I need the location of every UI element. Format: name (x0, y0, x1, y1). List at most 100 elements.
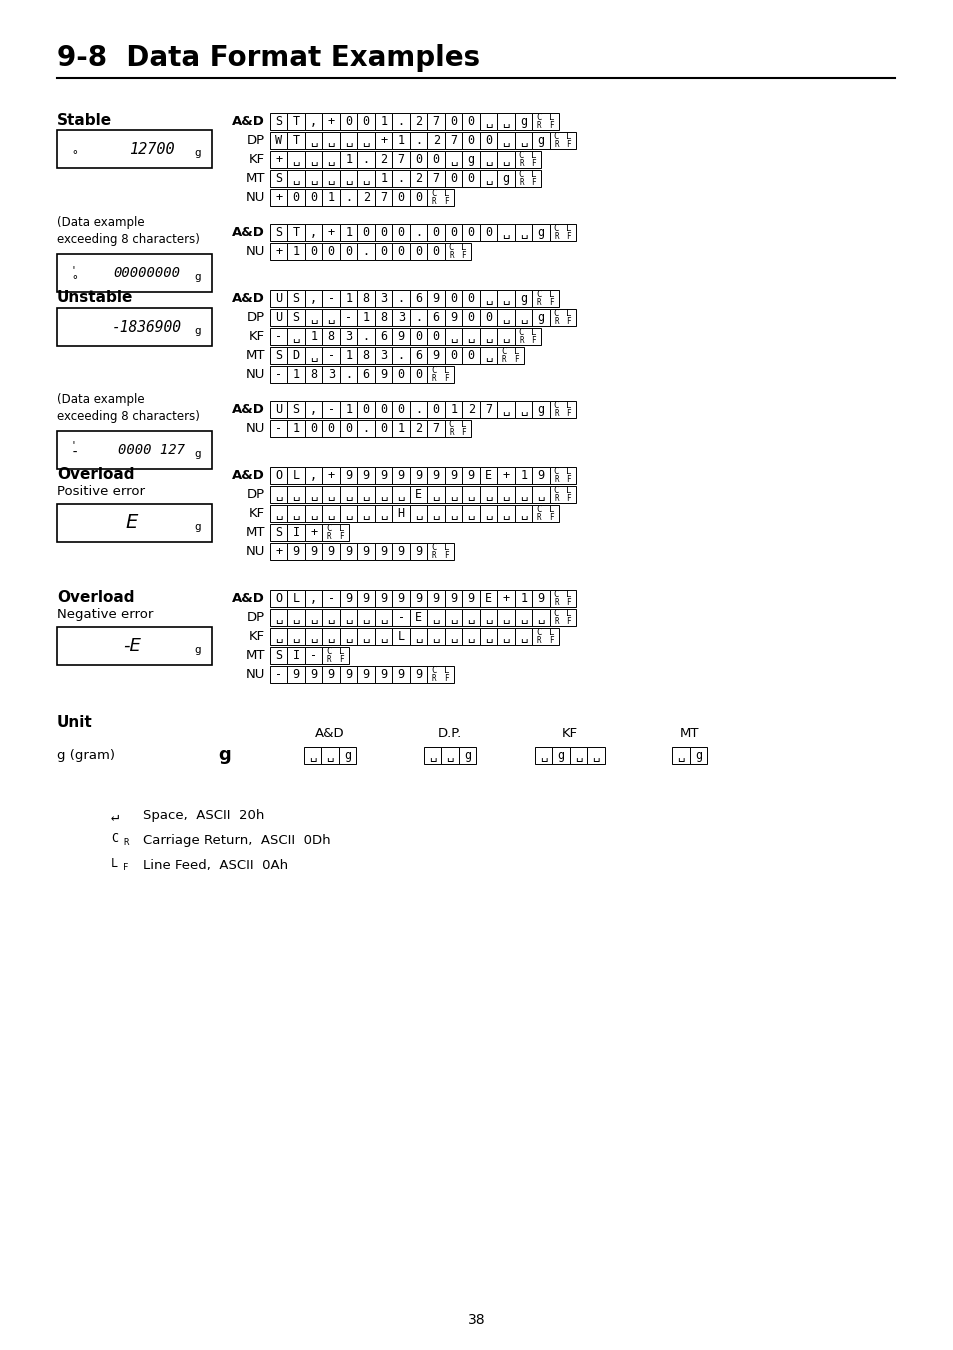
Text: MT: MT (679, 728, 699, 740)
Bar (550, 224, 576, 242)
Text: ␣: ␣ (484, 487, 492, 501)
Bar (410, 486, 427, 504)
Bar (444, 609, 462, 626)
Bar (427, 401, 444, 418)
Text: ␣: ␣ (537, 487, 544, 501)
Text: .: . (397, 171, 404, 185)
Text: ␣: ␣ (428, 749, 436, 761)
Text: 3: 3 (345, 329, 352, 343)
Text: 0: 0 (467, 225, 475, 239)
Bar (410, 132, 427, 148)
Text: -: - (327, 292, 335, 305)
Text: ␣: ␣ (484, 612, 492, 624)
Text: R: R (554, 617, 558, 626)
Text: Overload: Overload (57, 590, 134, 605)
Text: 2: 2 (362, 190, 370, 204)
Text: S: S (293, 310, 299, 324)
Bar (423, 747, 441, 764)
Text: -: - (397, 612, 404, 624)
Bar (375, 666, 392, 683)
Bar (270, 347, 287, 364)
Bar (357, 609, 375, 626)
Bar (270, 609, 287, 626)
Bar (270, 309, 287, 325)
Text: g: g (537, 404, 544, 416)
Text: 2: 2 (433, 134, 439, 147)
Bar (515, 113, 532, 130)
Text: Space,  ASCII  20h: Space, ASCII 20h (143, 809, 264, 822)
Bar (357, 132, 375, 148)
Bar (287, 505, 305, 522)
Bar (462, 609, 479, 626)
Text: ␣: ␣ (502, 225, 510, 239)
Text: 38: 38 (468, 1314, 485, 1327)
Bar (270, 290, 287, 306)
Text: g: g (502, 171, 509, 185)
Bar (305, 628, 322, 645)
Bar (441, 747, 458, 764)
Text: g: g (194, 325, 201, 336)
Text: L: L (548, 628, 554, 637)
Bar (57, 431, 212, 468)
Bar (375, 467, 392, 485)
Bar (322, 347, 339, 364)
Text: R: R (123, 838, 129, 846)
Bar (392, 290, 410, 306)
Text: A&D: A&D (232, 115, 265, 128)
Text: ␣: ␣ (293, 612, 299, 624)
Bar (515, 151, 540, 167)
Text: O: O (274, 593, 282, 605)
Text: E: E (415, 612, 422, 624)
Text: ␣: ␣ (432, 487, 439, 501)
Text: C: C (111, 832, 118, 845)
Text: C: C (431, 543, 436, 552)
Text: D: D (293, 350, 299, 362)
Bar (427, 420, 444, 437)
Bar (357, 113, 375, 130)
Text: -: - (327, 350, 335, 362)
Text: (Data example: (Data example (57, 393, 145, 406)
Text: g: g (467, 153, 475, 166)
Bar (287, 290, 305, 306)
Bar (444, 590, 462, 608)
Bar (427, 505, 444, 522)
Text: ␣: ␣ (293, 153, 299, 166)
Text: C: C (554, 486, 558, 495)
Text: E: E (415, 487, 422, 501)
Bar (444, 170, 462, 188)
Bar (357, 505, 375, 522)
Text: 0: 0 (397, 404, 404, 416)
Text: ,: , (310, 115, 317, 128)
Bar (357, 486, 375, 504)
Text: .: . (415, 404, 422, 416)
Text: 0: 0 (397, 369, 404, 381)
Text: ␣: ␣ (310, 508, 317, 520)
Text: -: - (274, 423, 282, 435)
Text: 2: 2 (380, 153, 387, 166)
Text: ␣: ␣ (539, 749, 547, 761)
Text: 0: 0 (450, 115, 456, 128)
Bar (270, 628, 287, 645)
Text: ␣: ␣ (502, 508, 510, 520)
Text: .: . (397, 350, 404, 362)
Bar (497, 467, 515, 485)
Bar (427, 309, 444, 325)
Text: ␣: ␣ (467, 508, 475, 520)
Text: R: R (554, 232, 558, 242)
Bar (479, 628, 497, 645)
Bar (270, 524, 287, 541)
Text: g: g (194, 271, 201, 282)
Bar (479, 170, 497, 188)
Bar (357, 170, 375, 188)
Text: 9-8  Data Format Examples: 9-8 Data Format Examples (57, 45, 479, 72)
Text: F: F (549, 513, 553, 522)
Text: F: F (566, 317, 571, 327)
Bar (532, 290, 558, 306)
Bar (427, 113, 444, 130)
Text: ␣: ␣ (519, 134, 527, 147)
Text: L: L (566, 309, 571, 319)
Text: ␣: ␣ (327, 487, 335, 501)
Bar (322, 243, 339, 261)
Text: ␣: ␣ (310, 171, 317, 185)
Bar (375, 420, 392, 437)
